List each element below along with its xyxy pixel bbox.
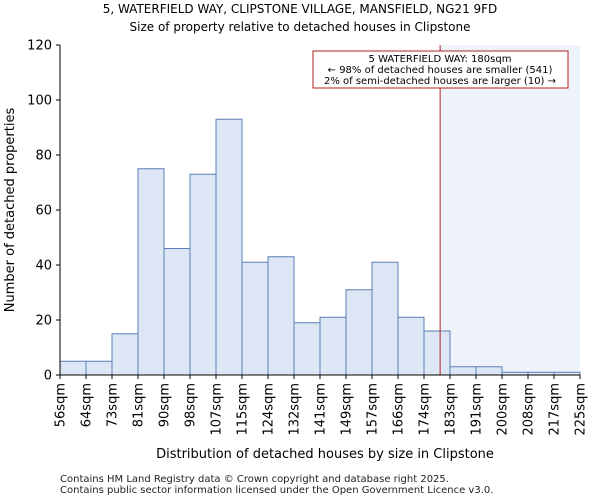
x-tick-label: 107sqm [210, 383, 225, 436]
bar-64sqm [85, 360, 113, 376]
y-tick-label: 60 [35, 204, 52, 219]
bar-124sqm [267, 256, 295, 376]
x-tick-label: 191sqm [470, 383, 485, 436]
footer-line2: Contains public sector information licen… [60, 485, 493, 496]
x-tick-label: 81sqm [132, 383, 147, 427]
x-tick-label: 124sqm [262, 383, 277, 436]
shaded-region [440, 45, 580, 375]
bar-81sqm [137, 168, 165, 376]
x-tick-label: 217sqm [548, 383, 563, 436]
bar-132sqm [293, 322, 321, 376]
bar-56sqm [59, 360, 87, 376]
bar-73sqm [111, 333, 139, 376]
y-tick-label: 120 [27, 39, 52, 54]
x-ticks: 56sqm 64sqm 73sqm 81sqm 90sqm 98sqm 107sqm 115s… [54, 375, 589, 436]
bar-183sqm [449, 366, 477, 376]
y-tick-label: 80 [35, 149, 52, 164]
annotation-line1: 5 WATERFIELD WAY: 180sqm [369, 54, 512, 65]
chart-title-line1: 5, WATERFIELD WAY, CLIPSTONE VILLAGE, MA… [103, 2, 498, 16]
x-tick-label: 90sqm [158, 383, 173, 427]
x-tick-label: 200sqm [496, 383, 511, 436]
y-tick-label: 20 [35, 314, 52, 329]
x-tick-label: 64sqm [80, 383, 95, 427]
bar-98sqm [189, 173, 217, 376]
bar-107sqm [215, 118, 243, 376]
x-tick-label: 73sqm [106, 383, 121, 427]
bar-157sqm [371, 261, 399, 376]
bar-149sqm [345, 289, 373, 376]
bar-174sqm [423, 330, 451, 376]
bar-166sqm [397, 316, 425, 376]
y-tick-label: 40 [35, 259, 52, 274]
x-tick-label: 166sqm [392, 383, 407, 436]
bar-141sqm [319, 316, 347, 376]
y-tick-label: 0 [44, 369, 52, 384]
annotation-box [312, 50, 569, 89]
bars-group [59, 118, 581, 376]
x-tick-label: 225sqm [574, 383, 589, 436]
x-tick-label: 98sqm [184, 383, 199, 427]
x-tick-label: 56sqm [54, 383, 69, 427]
bar-90sqm [163, 248, 191, 376]
x-axis-label: Distribution of detached houses by size … [156, 447, 494, 462]
x-tick-label: 157sqm [366, 383, 381, 436]
footer-line1: Contains HM Land Registry data © Crown c… [60, 474, 449, 485]
annotation-line3: 2% of semi-detached houses are larger (1… [324, 76, 556, 87]
x-tick-label: 149sqm [340, 383, 355, 436]
x-tick-label: 132sqm [288, 383, 303, 436]
chart-title-line2: Size of property relative to detached ho… [130, 20, 471, 34]
x-tick-label: 141sqm [314, 383, 329, 436]
bar-115sqm [241, 261, 269, 376]
x-tick-label: 208sqm [522, 383, 537, 436]
bar-191sqm [475, 366, 503, 376]
y-axis-label: Number of detached properties [3, 108, 18, 313]
y-tick-label: 100 [27, 94, 52, 109]
x-tick-label: 115sqm [236, 383, 251, 436]
annotation-line2: ← 98% of detached houses are smaller (54… [328, 65, 553, 76]
x-tick-label: 183sqm [444, 383, 459, 436]
y-ticks: 0 20 40 60 80 100 120 [27, 39, 60, 384]
x-tick-label: 174sqm [418, 383, 433, 436]
